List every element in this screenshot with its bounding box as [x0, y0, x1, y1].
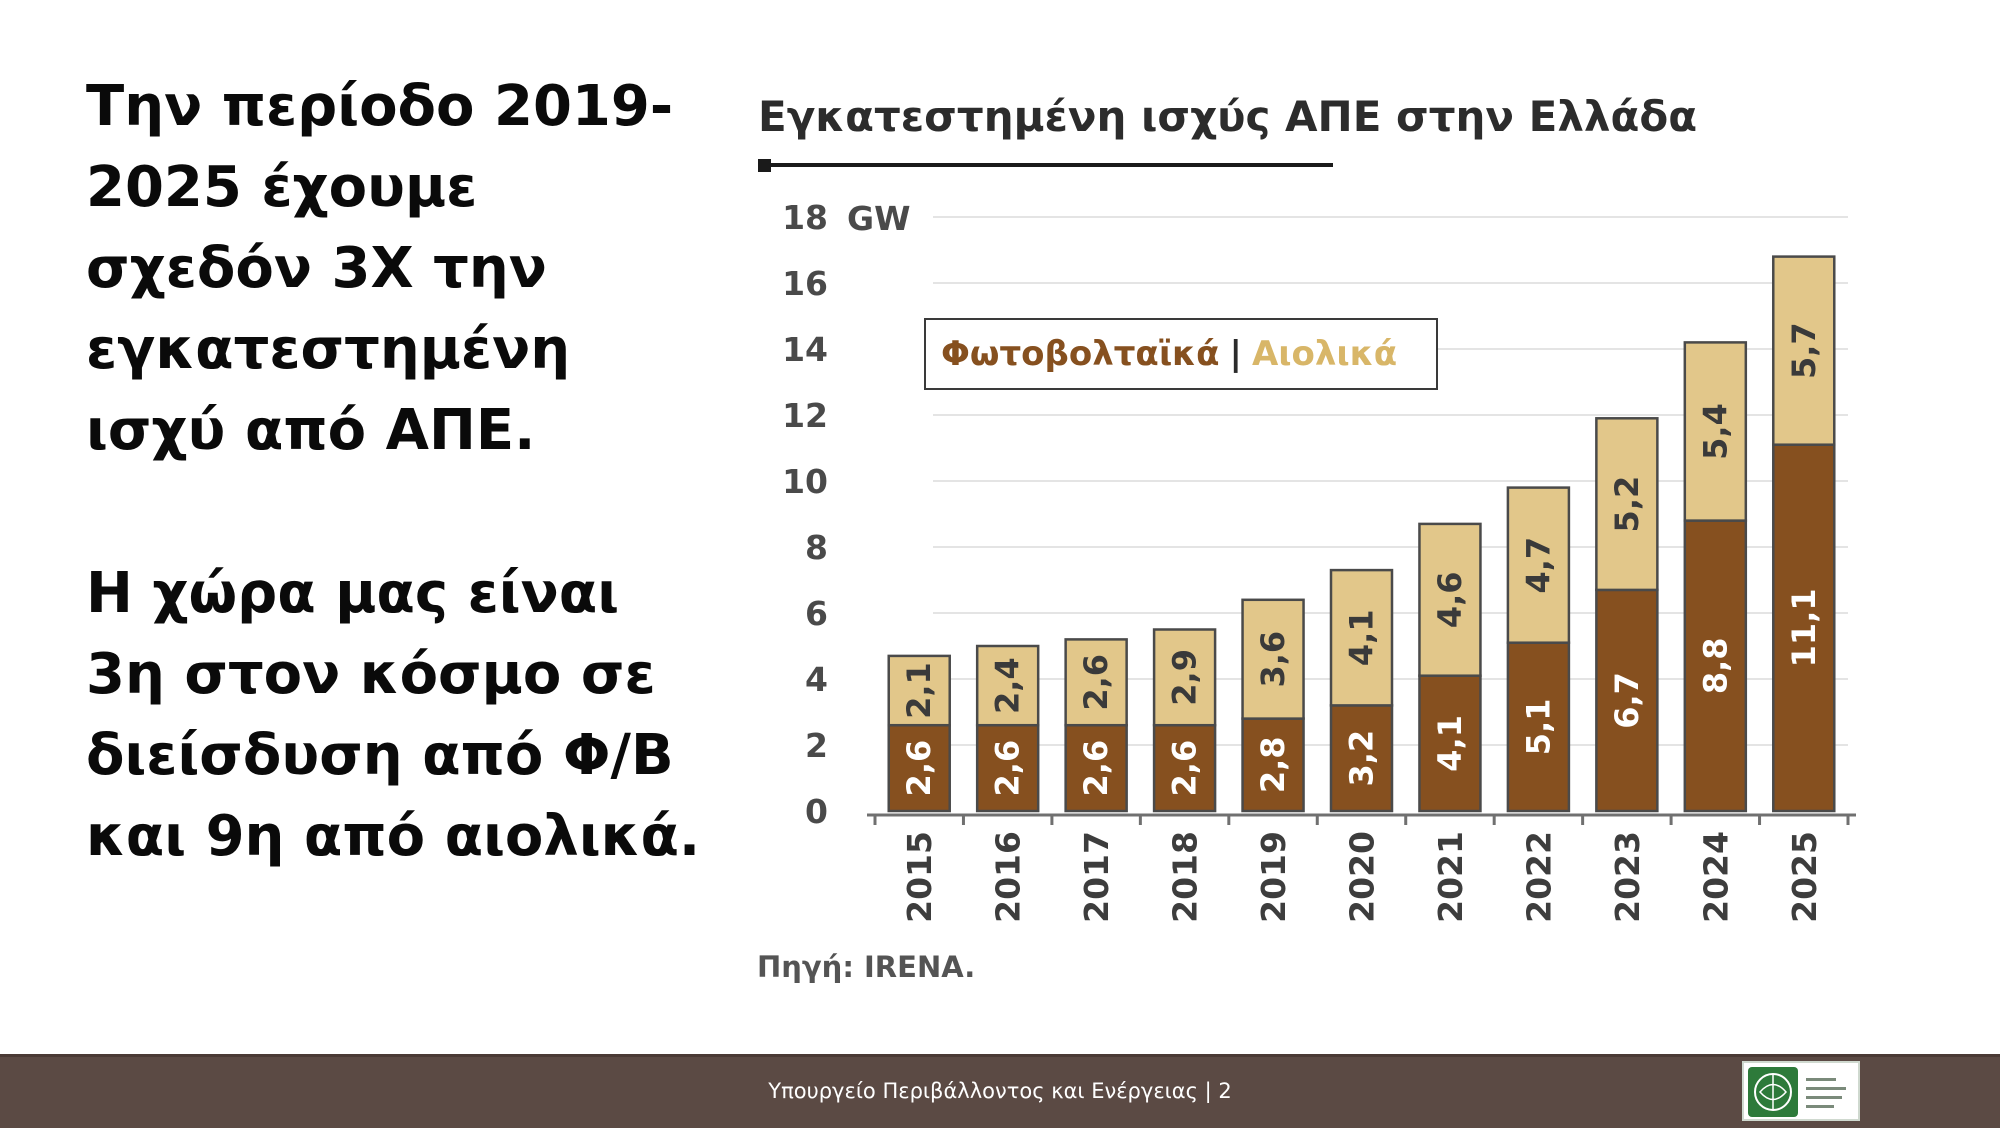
bar-value-label: 4,7 [1519, 537, 1557, 594]
bar-segment-wind [887, 654, 951, 727]
bar-segment-wind [1241, 598, 1305, 720]
bar-segment-wind [1683, 341, 1748, 522]
paragraph-world-ranking: Η χώρα μας είναι 3η στον κόσμο σε διείσδ… [86, 561, 701, 869]
y-tick-label: 2 [805, 726, 828, 765]
x-tick-label: 2018 [1166, 831, 1205, 923]
legend-item-wind: Αιολικά [1252, 334, 1397, 374]
chart-source: Πηγή: IRENA. [757, 950, 975, 984]
bar-segment-wind [1064, 638, 1128, 727]
legend-item-pv: Φωτοβολταϊκά [941, 334, 1220, 374]
x-tick-label: 2019 [1254, 831, 1293, 923]
bar-segment-pv [1506, 641, 1571, 813]
bar-segment-pv [1152, 723, 1217, 813]
bar-segment-wind [1329, 568, 1394, 707]
y-axis-unit: GW [847, 199, 911, 238]
y-tick-label: 14 [782, 330, 828, 369]
bar-value-label: 11,1 [1785, 588, 1823, 667]
y-tick-label: 0 [805, 792, 828, 831]
x-tick-label: 2017 [1077, 831, 1116, 923]
paragraph-period-growth: Την περίοδο 2019-2025 έχουμε σχεδόν 3Χ τ… [86, 74, 674, 463]
bar-value-label: 4,1 [1343, 609, 1381, 666]
x-tick-label: 2015 [900, 831, 939, 923]
chart-title: Εγκατεστημένη ισχύς ΑΠΕ στην Ελλάδα [758, 92, 1697, 141]
x-tick-label: 2020 [1343, 831, 1382, 923]
bar-segment-wind [1595, 417, 1659, 592]
x-tick-label: 2022 [1519, 831, 1558, 923]
chart-x-axis: 2015 2016 2017 2018 2019 2020 2021 2022 2023 2024… [873, 815, 1850, 923]
bar-value-label: 2,8 [1254, 736, 1292, 793]
bar-segment-wind [1152, 628, 1217, 727]
x-tick-label: 2021 [1431, 831, 1470, 923]
bar-segment-wind [1772, 255, 1836, 446]
footer-text: Υπουργείο Περιβάλλοντος και Ενέργειας | … [768, 1079, 1232, 1103]
bar-segment-wind [1506, 486, 1571, 644]
legend-box [924, 318, 1438, 390]
logo-emblem-icon [1748, 1067, 1798, 1117]
y-tick-label: 10 [782, 462, 828, 501]
y-tick-label: 8 [805, 528, 828, 567]
bar-segment-pv [1683, 519, 1748, 813]
bar-segment-pv [1418, 674, 1482, 813]
legend-entries: Φωτοβολταϊκά | Αιολικά [941, 334, 1397, 374]
bar-segment-pv [1595, 588, 1659, 813]
bar-value-label: 3,2 [1343, 730, 1381, 787]
bar-value-label: 6,7 [1608, 672, 1646, 729]
bar-value-label: 8,8 [1696, 637, 1734, 694]
slide-text-block: Την περίοδο 2019-2025 έχουμε σχεδόν 3Χ τ… [86, 66, 706, 877]
y-tick-label: 12 [782, 396, 828, 435]
bar-value-label: 5,2 [1608, 476, 1646, 533]
bar-value-label: 5,4 [1696, 403, 1734, 460]
chart-y-axis: 0 2 4 6 8 10 12 14 16 18 [782, 198, 828, 831]
bar-value-label: 2,6 [1077, 654, 1115, 711]
footer-bar: Υπουργείο Περιβάλλοντος και Ενέργειας | … [0, 1054, 2000, 1128]
bar-value-label: 2,6 [900, 740, 938, 797]
y-tick-label: 18 [782, 198, 828, 237]
bar-segment-pv [1772, 443, 1836, 813]
bar-segment-wind [975, 644, 1040, 727]
bar-segment-wind [1418, 522, 1482, 677]
bar-segment-pv [887, 723, 951, 813]
bar-segment-pv [1241, 717, 1305, 813]
x-tick-label: 2025 [1785, 831, 1824, 923]
bar-value-label: 4,1 [1431, 715, 1469, 772]
legend-separator: | [1230, 334, 1242, 374]
bar-value-label: 2,6 [1166, 740, 1204, 797]
x-tick-label: 2024 [1696, 831, 1735, 923]
x-tick-label: 2016 [989, 831, 1028, 923]
chart-bars: 2,6 2,1 2,6 2,4 2,6 2,6 2,6 2,9 2,8 3,6 3,2 4,1 4,1 4… [887, 255, 1836, 813]
ministry-logo-icon [1742, 1061, 1860, 1121]
bar-value-label: 5,1 [1519, 699, 1557, 756]
x-tick-label: 2023 [1608, 831, 1647, 923]
y-tick-label: 4 [805, 660, 828, 699]
bar-value-label: 3,6 [1254, 631, 1292, 688]
bar-value-label: 2,9 [1166, 649, 1204, 706]
bar-value-label: 5,7 [1785, 322, 1823, 379]
bar-value-label: 4,6 [1431, 571, 1469, 628]
bar-value-label: 2,6 [989, 740, 1027, 797]
bar-value-label: 2,1 [900, 662, 938, 719]
bar-value-label: 2,4 [989, 657, 1027, 714]
chart-legend: Φωτοβολταϊκά | Αιολικά [924, 318, 1438, 390]
y-tick-label: 16 [782, 264, 828, 303]
stacked-bar-chart: Εγκατεστημένη ισχύς ΑΠΕ στην Ελλάδα 0 2 4 6… [757, 92, 1856, 984]
bar-value-label: 2,6 [1077, 740, 1115, 797]
y-tick-label: 6 [805, 594, 828, 633]
